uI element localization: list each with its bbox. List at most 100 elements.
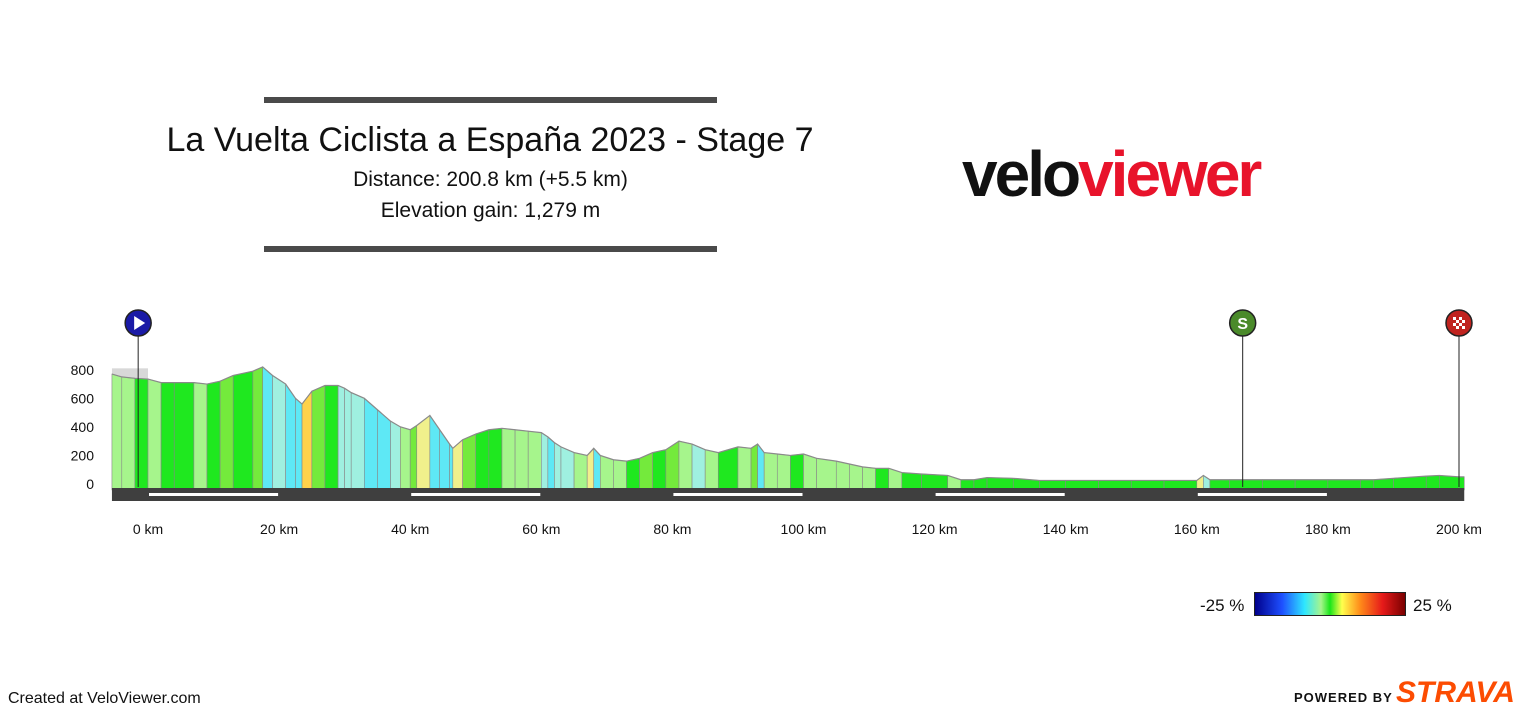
checker-square — [1459, 323, 1462, 326]
profile-segment — [514, 429, 529, 491]
profile-segment — [639, 452, 654, 491]
profile-segment — [573, 452, 588, 491]
profile-outline — [111, 366, 1465, 482]
road-scale-mark — [149, 493, 279, 496]
gradient-scale-max-label: 25 % — [1413, 596, 1452, 615]
sprint-label: S — [1237, 316, 1248, 333]
profile-segment — [1439, 475, 1460, 491]
profile-segment — [311, 385, 326, 491]
title-rule-top — [264, 97, 717, 103]
profile-segment — [835, 460, 850, 491]
profile-segment — [475, 429, 490, 491]
x-tick-label: 40 km — [391, 521, 429, 537]
profile-segment — [377, 409, 391, 491]
sprint-s-icon — [1228, 309, 1257, 337]
profile-segment — [488, 427, 503, 491]
road-scale-mark — [673, 493, 803, 496]
x-tick-label: 100 km — [781, 521, 827, 537]
profile-segment — [262, 366, 273, 491]
profile-segment — [547, 436, 555, 491]
profile-segment — [776, 453, 791, 491]
profile-segment — [416, 414, 431, 491]
road-scale-mark — [1197, 493, 1327, 496]
profile-segment — [849, 463, 863, 491]
profile-segment — [626, 457, 640, 491]
profile-segment — [763, 452, 778, 491]
gradient-scale-min-label: -25 % — [1200, 596, 1245, 615]
profile-segment — [554, 442, 562, 491]
x-tick-label: 180 km — [1305, 521, 1351, 537]
profile-segment — [875, 467, 890, 491]
profile-segment — [219, 375, 234, 491]
x-tick-label: 80 km — [653, 521, 691, 537]
checker-square — [1456, 320, 1459, 323]
veloviewer-logo: veloviewer — [962, 138, 1262, 210]
profile-segment — [462, 433, 477, 491]
profile-segment — [527, 430, 542, 491]
x-tick-label: 120 km — [912, 521, 958, 537]
checker-square — [1453, 323, 1456, 326]
profile-segment — [400, 426, 411, 491]
created-at-text[interactable]: Created at VeloViewer.com — [8, 690, 201, 707]
road-scale-mark — [411, 493, 541, 496]
y-tick-label: 600 — [71, 390, 95, 406]
profile-segment — [193, 382, 208, 491]
profile-segment — [121, 376, 136, 491]
profile-segment — [439, 428, 450, 491]
profile-segment — [717, 446, 739, 491]
x-tick-label: 20 km — [260, 521, 298, 537]
title-rule-bottom — [264, 246, 717, 252]
profile-segment — [501, 427, 516, 491]
road-scale-mark — [935, 493, 1065, 496]
profile-segment — [901, 472, 922, 491]
distance-text: Distance: 200.8 km (+5.5 km) — [353, 168, 628, 191]
checker-square — [1462, 320, 1465, 323]
checker-square — [1456, 326, 1459, 329]
x-tick-label: 0 km — [133, 521, 163, 537]
profile-segment — [599, 455, 614, 491]
profile-segment — [737, 446, 752, 491]
x-tick-label: 60 km — [522, 521, 560, 537]
profile-segment — [1425, 475, 1440, 491]
x-tick-label: 160 km — [1174, 521, 1220, 537]
profile-segment — [252, 366, 264, 491]
play-icon-glyph — [134, 316, 146, 330]
profile-segment — [816, 457, 837, 491]
y-tick-label: 0 — [86, 476, 94, 492]
profile-segment — [390, 420, 401, 491]
profile-segment — [691, 443, 706, 491]
powered-by-text: POWERED BY — [1294, 690, 1393, 705]
profile-segment — [285, 383, 296, 491]
profile-segment — [678, 440, 693, 491]
profile-segment — [540, 432, 549, 491]
profile-segment — [652, 449, 667, 491]
x-tick-label: 200 km — [1436, 521, 1482, 537]
x-tick-label: 140 km — [1043, 521, 1089, 537]
profile-segment — [862, 466, 876, 491]
profile-segment — [613, 459, 627, 491]
profile-segment — [350, 392, 365, 491]
y-tick-label: 800 — [71, 362, 95, 378]
profile-segment — [134, 378, 149, 491]
profile-segment — [173, 382, 195, 491]
profile-segment — [147, 378, 162, 491]
profile-segment — [344, 387, 352, 491]
profile-segment — [449, 443, 454, 491]
profile-segment — [409, 424, 418, 491]
page-title: La Vuelta Ciclista a España 2023 - Stage… — [166, 121, 814, 159]
checker-square — [1453, 317, 1456, 320]
profile-segment — [364, 397, 378, 491]
profile-segment — [206, 380, 221, 491]
checker-square — [1459, 317, 1462, 320]
elevation-profile-chart: 0 200 400 600 800 0 km 20 km 40 km 60 km 80 km 100… — [71, 309, 1482, 537]
checker-square — [1462, 326, 1465, 329]
profile-segment — [803, 453, 817, 491]
profile-segment — [272, 374, 286, 491]
profile-segment — [295, 397, 303, 491]
profile-segment — [232, 370, 254, 491]
profile-segment — [704, 449, 719, 491]
strava-logo[interactable]: STRAVA — [1396, 676, 1515, 709]
profile-segment — [790, 453, 804, 491]
profile-segment — [301, 390, 313, 491]
profile-segment — [750, 443, 758, 491]
